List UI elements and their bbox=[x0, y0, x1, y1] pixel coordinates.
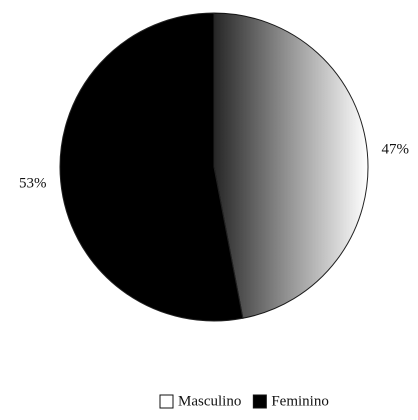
pie-slice bbox=[59, 12, 244, 322]
data-label: 53% bbox=[19, 176, 47, 192]
legend-label: Masculino bbox=[178, 393, 241, 409]
data-label: 47% bbox=[381, 141, 409, 157]
legend-swatch bbox=[252, 394, 267, 409]
slice-shading bbox=[214, 13, 369, 319]
legend-swatch bbox=[159, 394, 174, 409]
legend-label: Feminino bbox=[271, 393, 329, 409]
